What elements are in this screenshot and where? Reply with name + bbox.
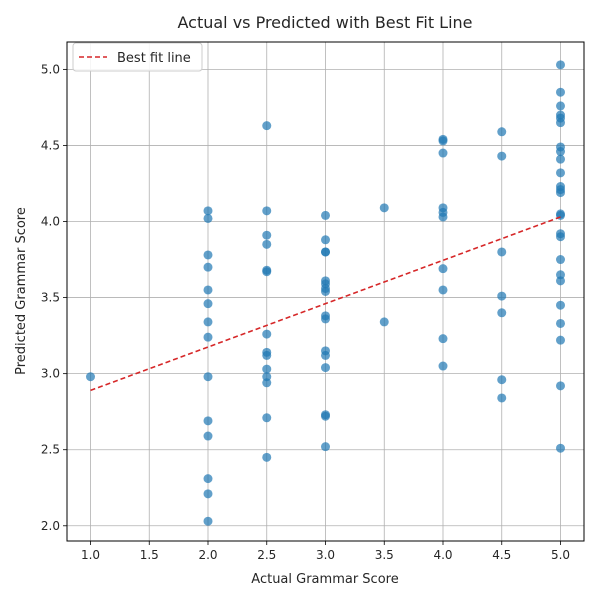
x-tick-label: 1.0	[81, 548, 100, 562]
chart-title: Actual vs Predicted with Best Fit Line	[177, 13, 472, 32]
data-point	[203, 474, 213, 484]
data-point	[321, 314, 330, 324]
data-point	[262, 378, 272, 388]
data-point	[262, 230, 272, 240]
data-point	[321, 363, 330, 373]
y-tick-label: 2.5	[41, 443, 60, 457]
x-tick-label: 4.5	[492, 548, 511, 562]
data-point	[262, 413, 272, 423]
data-point	[379, 317, 389, 327]
data-point	[438, 334, 448, 344]
data-point	[203, 206, 213, 216]
data-point	[262, 452, 272, 462]
data-point	[262, 206, 272, 216]
data-point	[86, 372, 95, 382]
data-point	[438, 148, 448, 158]
data-point	[438, 264, 448, 274]
data-point	[203, 285, 213, 295]
x-axis-ticks: 1.0 1.5 2.0 2.5 3.0 3.5 4.0 4.5 5.0	[81, 541, 570, 562]
x-tick-label: 3.0	[316, 548, 335, 562]
y-tick-label: 5.0	[41, 62, 60, 76]
legend: Best fit line	[72, 42, 203, 72]
y-axis-label: Predicted Grammar Score	[14, 207, 29, 375]
data-point	[321, 442, 330, 452]
data-point	[203, 416, 213, 426]
data-point	[497, 151, 507, 161]
data-point	[379, 203, 389, 213]
data-point	[556, 168, 565, 178]
data-point	[203, 372, 213, 382]
data-point	[556, 300, 565, 310]
data-point	[262, 121, 272, 131]
data-point	[556, 255, 565, 265]
y-tick-label: 4.0	[41, 215, 60, 229]
data-point	[556, 232, 565, 242]
data-point	[438, 285, 448, 295]
data-point	[497, 393, 507, 403]
x-tick-label: 4.0	[433, 548, 452, 562]
data-point	[262, 350, 272, 360]
x-tick-label: 5.0	[551, 548, 570, 562]
data-point	[203, 262, 213, 272]
x-axis-label: Actual Grammar Score	[251, 572, 398, 587]
data-point	[497, 308, 507, 318]
data-point	[203, 516, 213, 526]
data-point	[321, 247, 330, 257]
x-tick-label: 3.5	[375, 548, 394, 562]
data-point	[321, 350, 330, 360]
data-point	[556, 381, 565, 391]
data-point	[321, 411, 330, 421]
data-point	[203, 250, 213, 260]
x-tick-label: 1.5	[140, 548, 159, 562]
best-fit-line	[90, 216, 561, 392]
data-point	[438, 212, 448, 222]
y-axis-ticks: 2.0 2.5 3.0 3.5 4.0 4.5 5.0	[41, 62, 67, 533]
y-tick-label: 3.5	[41, 291, 60, 305]
data-point	[203, 213, 213, 223]
data-point	[556, 154, 565, 164]
x-tick-label: 2.5	[257, 548, 276, 562]
data-point	[556, 118, 565, 128]
data-point	[497, 127, 507, 137]
data-point	[321, 210, 330, 220]
data-point	[203, 332, 213, 342]
data-point	[262, 364, 272, 374]
y-tick-label: 4.5	[41, 138, 60, 152]
fit-line-layer	[90, 216, 561, 392]
data-point	[497, 247, 507, 257]
data-point	[556, 318, 565, 328]
data-point	[556, 443, 565, 453]
data-point	[556, 101, 565, 111]
data-point	[203, 489, 213, 499]
data-point	[203, 299, 213, 309]
legend-box	[72, 42, 203, 72]
data-point	[556, 60, 565, 70]
data-point	[438, 361, 448, 371]
data-point	[556, 188, 565, 198]
x-tick-label: 2.0	[198, 548, 217, 562]
data-point	[262, 267, 272, 277]
data-point	[203, 317, 213, 327]
data-point	[321, 287, 330, 296]
legend-label: Best fit line	[117, 51, 191, 66]
data-point	[262, 329, 272, 339]
data-point	[556, 147, 565, 157]
data-point	[556, 276, 565, 286]
data-point	[438, 136, 448, 146]
y-tick-label: 3.0	[41, 367, 60, 381]
data-point	[262, 239, 272, 249]
data-point	[321, 235, 330, 245]
data-point	[556, 335, 565, 345]
data-points	[86, 60, 565, 526]
data-point	[497, 375, 507, 385]
data-point	[497, 291, 507, 301]
y-tick-label: 2.0	[41, 519, 60, 533]
data-point	[203, 431, 213, 441]
data-point	[556, 87, 565, 97]
